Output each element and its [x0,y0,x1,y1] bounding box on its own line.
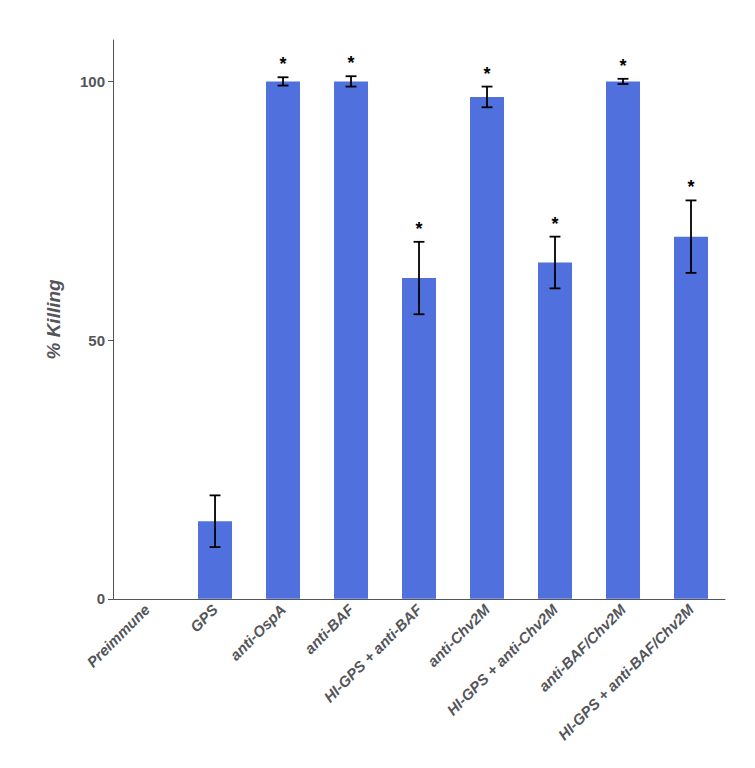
svg-text:*: * [551,214,558,234]
svg-text:HI-GPS + anti-BAF: HI-GPS + anti-BAF [320,600,425,705]
svg-text:*: * [280,54,287,74]
svg-text:anti-BAF: anti-BAF [301,600,358,657]
svg-text:% Killing: % Killing [43,279,64,360]
svg-text:HI-GPS + anti-Chv2M: HI-GPS + anti-Chv2M [443,600,561,718]
svg-text:anti-OspA: anti-OspA [226,601,289,664]
svg-text:0: 0 [97,590,105,607]
svg-text:*: * [484,64,491,84]
svg-text:*: * [687,177,694,197]
svg-text:*: * [416,219,423,239]
svg-text:GPS: GPS [187,601,221,635]
svg-text:Preimmune: Preimmune [83,601,153,671]
svg-text:anti-Chv2M: anti-Chv2M [424,600,493,669]
svg-text:*: * [619,56,626,76]
svg-text:50: 50 [88,332,105,349]
svg-text:100: 100 [80,73,105,90]
svg-text:HI-GPS + anti-BAF/Chv2M: HI-GPS + anti-BAF/Chv2M [555,600,698,743]
svg-text:*: * [348,53,355,73]
